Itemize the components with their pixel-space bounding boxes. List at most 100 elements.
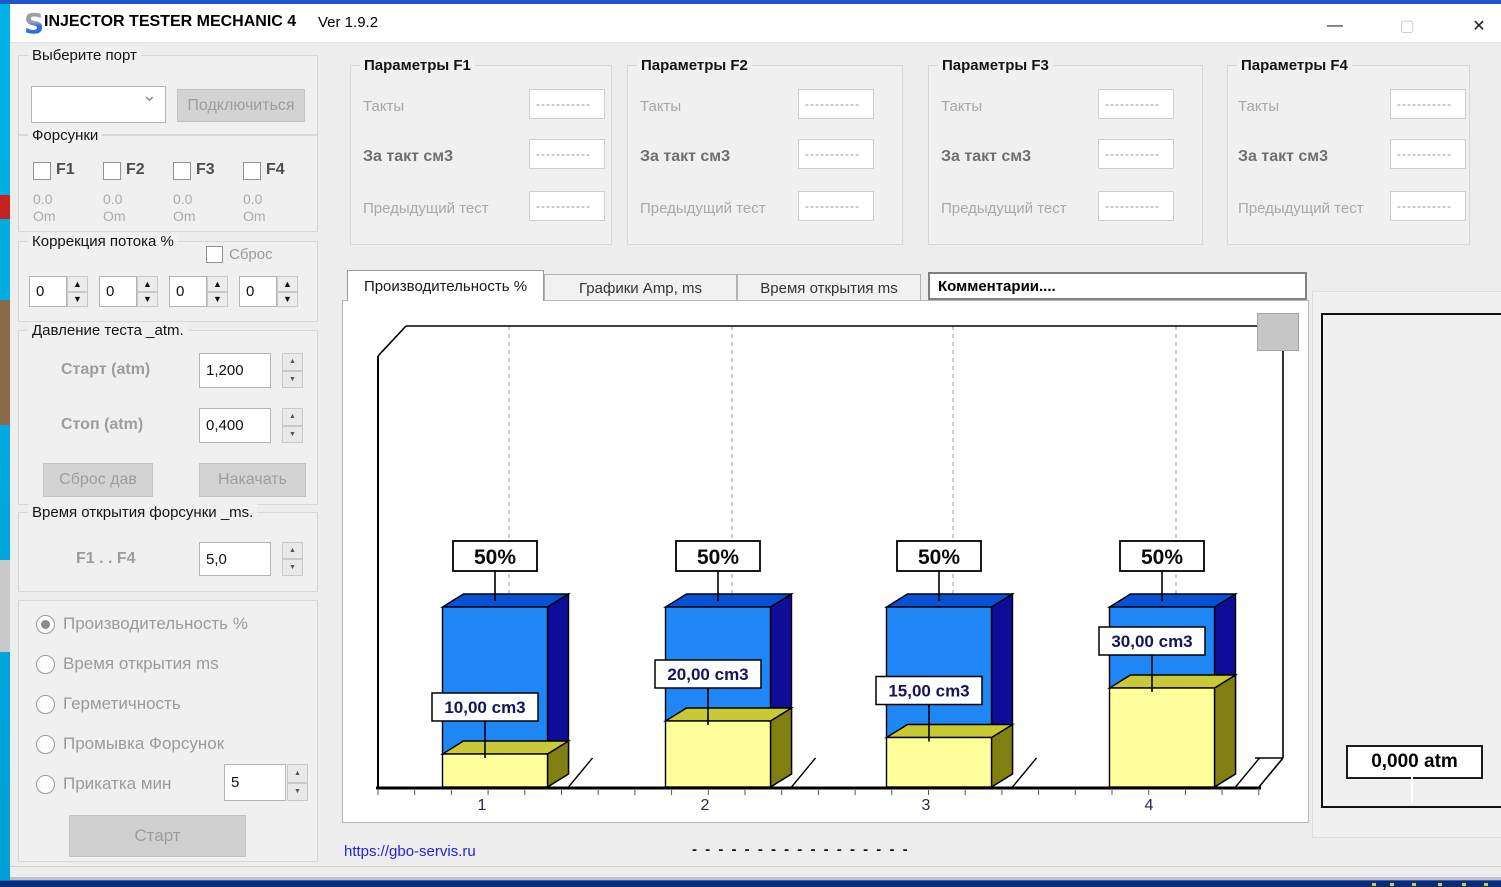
prev-test-label: Предыдущий тест [941, 200, 1067, 217]
svg-text:1: 1 [478, 797, 487, 814]
close-button[interactable]: ✕ [1472, 18, 1486, 35]
mode-radio-lapping[interactable] [36, 775, 55, 794]
pressure-stop-field[interactable] [199, 408, 271, 443]
connect-button[interactable]: Подключиться [177, 89, 305, 122]
mode-radio-tightness[interactable] [36, 695, 55, 714]
injector-f2-checkbox[interactable] [103, 162, 121, 180]
mode-radio-performance[interactable] [36, 615, 55, 634]
svg-text:50%: 50% [918, 546, 960, 569]
minimize-button[interactable]: — [1327, 17, 1343, 34]
flow-correction-1-stepper[interactable]: ▲ ▼ [67, 276, 88, 307]
cycles-value-f2: ----------- [798, 89, 874, 119]
pressure-gauge-value: 0,000 atm [1346, 745, 1483, 779]
injector-f1-checkbox[interactable] [33, 162, 51, 180]
mode-label-open-time: Время открытия ms [63, 654, 219, 673]
lapping-minutes-field[interactable] [224, 764, 286, 801]
pressure-gauge-stem [1411, 777, 1413, 803]
cycles-label: Такты [941, 98, 983, 115]
pump-button[interactable]: Накачать [199, 463, 306, 497]
port-group-title: Выберите порт [28, 47, 141, 64]
maximize-button[interactable]: ▢ [1399, 18, 1415, 35]
app-logo-icon: S [24, 9, 52, 39]
comments-input[interactable] [928, 272, 1307, 300]
injector-f3-label: F3 [196, 161, 215, 178]
tab-open-time[interactable]: Время открытия ms [737, 274, 921, 301]
footer-dashes: - - - - - - - - - - - - - - - - - [692, 841, 910, 858]
pressure-start-stepper[interactable]: ▲ ▼ [282, 353, 303, 388]
svg-text:15,00 cm3: 15,00 cm3 [888, 682, 969, 701]
flow-correction-title: Коррекция потока % [28, 233, 178, 250]
flow-correction-group: Коррекция потока % Сброс ▲▼ ▲▼ ▲▼ ▲▼ [18, 233, 318, 322]
svg-text:4: 4 [1145, 797, 1154, 814]
open-time-field[interactable] [199, 542, 271, 576]
flow-correction-3-stepper[interactable]: ▲ ▼ [207, 276, 228, 307]
svg-text:20,00 cm3: 20,00 cm3 [667, 665, 748, 684]
flow-correction-2[interactable] [99, 276, 137, 307]
params-f4-title: Параметры F4 [1237, 57, 1352, 74]
pressure-group-title: Давление теста _atm. [28, 322, 188, 339]
injector-f3-checkbox[interactable] [173, 162, 191, 180]
injector-f1-label: F1 [56, 161, 75, 178]
injector-f4-resistance: 0.0 Om [243, 191, 266, 224]
status-separator [10, 866, 1501, 867]
injectors-group: Форсунки F1 F2 F3 F4 0.0 Om 0.0 Om 0.0 Om 0… [18, 127, 318, 232]
port-group: Выберите порт ⌄ Подключиться [18, 47, 318, 135]
injector-f4-label: F4 [266, 161, 285, 178]
svg-text:50%: 50% [697, 546, 739, 569]
flow-correction-4-stepper[interactable]: ▲ ▼ [277, 276, 298, 307]
flow-reset-checkbox[interactable] [206, 246, 223, 263]
svg-text:50%: 50% [1141, 546, 1183, 569]
svg-text:2: 2 [701, 797, 710, 814]
tab-performance[interactable]: Производительность % [347, 270, 544, 301]
pressure-start-field[interactable] [199, 353, 271, 388]
per-cycle-value-f2: ----------- [798, 139, 874, 169]
prev-test-value-f3: ----------- [1098, 191, 1174, 221]
per-cycle-value-f1: ----------- [529, 139, 605, 169]
open-time-group-title: Время открытия форсунки _ms. [28, 504, 258, 521]
pressure-reset-button[interactable]: Сброс дав [43, 463, 153, 497]
prev-test-value-f2: ----------- [798, 191, 874, 221]
desktop-edge [0, 4, 10, 887]
prev-test-label: Предыдущий тест [1238, 200, 1364, 217]
params-f2-title: Параметры F2 [637, 57, 752, 74]
per-cycle-label: За такт см3 [1238, 148, 1329, 165]
open-time-stepper[interactable]: ▲ ▼ [282, 542, 303, 576]
taskbar-strip [0, 880, 1501, 887]
per-cycle-label: За такт см3 [363, 148, 454, 165]
open-time-group: Время открытия форсунки _ms. F1 . . F4 ▲… [18, 504, 318, 592]
performance-chart: 50% 10,00 cm3 1 50% 20,00 cm3 2 50% 15,00 cm3 3 5… [376, 325, 1284, 814]
pressure-stop-stepper[interactable]: ▲ ▼ [282, 408, 303, 443]
flow-correction-1[interactable] [29, 276, 67, 307]
chart-corner-button[interactable] [1257, 313, 1299, 351]
window-version: Ver 1.9.2 [318, 14, 379, 31]
prev-test-label: Предыдущий тест [640, 200, 766, 217]
params-f2-panel: Параметры F2 Такты ----------- За такт с… [627, 57, 903, 245]
params-f3-panel: Параметры F3 Такты ----------- За такт с… [928, 57, 1203, 245]
params-f3-title: Параметры F3 [938, 57, 1053, 74]
cycles-value-f4: ----------- [1390, 89, 1466, 119]
window-title: INJECTOR TESTER MECHANIC 4 [44, 13, 297, 30]
prev-test-label: Предыдущий тест [363, 200, 489, 217]
tab-graphs[interactable]: Графики Amp, ms [544, 274, 737, 301]
test-mode-group: Производительность % Время открытия ms Г… [18, 600, 318, 862]
open-time-range-label: F1 . . F4 [76, 550, 136, 567]
injector-f4-checkbox[interactable] [243, 162, 261, 180]
port-combobox[interactable]: ⌄ [31, 85, 166, 123]
prev-test-value-f1: ----------- [529, 191, 605, 221]
cycles-value-f1: ----------- [529, 89, 605, 119]
injector-f2-resistance: 0.0 Om [103, 191, 126, 224]
flow-correction-3[interactable] [169, 276, 207, 307]
mode-radio-flush[interactable] [36, 735, 55, 754]
website-link[interactable]: https://gbo-servis.ru [344, 843, 476, 860]
injector-f1-resistance: 0.0 Om [33, 191, 56, 224]
start-test-button[interactable]: Старт [69, 815, 246, 857]
svg-text:30,00 cm3: 30,00 cm3 [1111, 632, 1192, 651]
flow-correction-4[interactable] [239, 276, 277, 307]
lapping-minutes-stepper[interactable]: ▲ ▼ [287, 764, 308, 801]
mode-label-lapping: Прикатка мин [63, 774, 172, 793]
flow-reset-label: Сброс [229, 246, 273, 263]
mode-radio-open-time[interactable] [36, 655, 55, 674]
pressure-start-label: Старт (atm) [61, 361, 151, 378]
flow-correction-2-stepper[interactable]: ▲ ▼ [137, 276, 158, 307]
